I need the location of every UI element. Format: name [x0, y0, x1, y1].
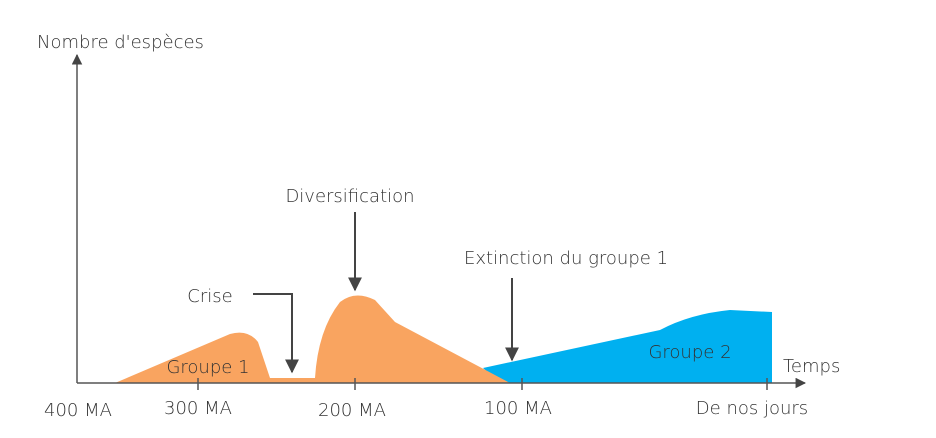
crisis-arrow	[253, 293, 299, 374]
diversification-label: Diversification	[285, 186, 414, 207]
x-axis-label: Temps	[783, 356, 840, 377]
extinction-label: Extinction du groupe 1	[464, 248, 668, 269]
x-tick-label: 200 MA	[318, 400, 386, 421]
x-tick-label: 300 MA	[164, 398, 232, 419]
crisis-label: Crise	[187, 286, 232, 307]
tick-marks	[197, 378, 768, 390]
x-tick-label: 100 MA	[484, 398, 552, 419]
x-tick-label: 400 MA	[44, 400, 112, 421]
group-1-label: Groupe 1	[166, 357, 249, 378]
group-1-area	[115, 295, 510, 383]
group-2-label: Groupe 2	[648, 342, 731, 363]
x-tick-label: De nos jours	[696, 398, 808, 419]
y-axis-label: Nombre d'espèces	[37, 32, 204, 53]
group-2-area	[483, 310, 772, 383]
